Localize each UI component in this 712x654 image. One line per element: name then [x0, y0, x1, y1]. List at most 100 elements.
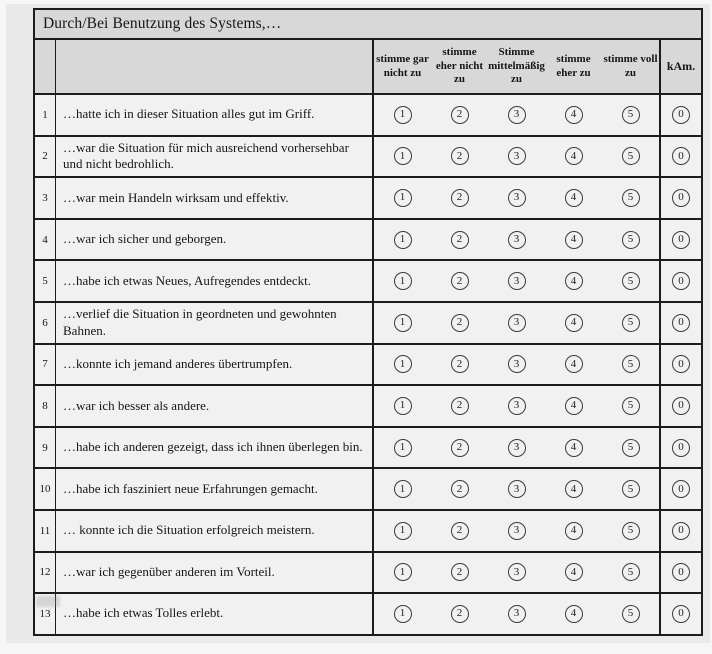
rating-option-5[interactable]: 5: [602, 386, 659, 426]
rating-option-4[interactable]: 4: [545, 261, 602, 301]
rating-circle[interactable]: 5: [621, 313, 640, 332]
rating-option-3[interactable]: 3: [488, 178, 545, 218]
rating-circle[interactable]: 3: [507, 230, 526, 249]
rating-option-3[interactable]: 3: [488, 594, 545, 634]
kam-circle[interactable]: 0: [672, 355, 690, 374]
rating-circle[interactable]: 3: [507, 188, 526, 207]
kam-circle[interactable]: 0: [672, 563, 690, 582]
rating-circle[interactable]: 2: [450, 563, 469, 582]
rating-option-1[interactable]: 1: [374, 137, 431, 177]
kam-circle[interactable]: 0: [672, 272, 690, 291]
rating-option-2[interactable]: 2: [431, 178, 488, 218]
rating-circle[interactable]: 4: [564, 438, 583, 457]
rating-option-4[interactable]: 4: [545, 469, 602, 509]
rating-circle[interactable]: 2: [450, 147, 469, 166]
rating-circle[interactable]: 2: [450, 355, 469, 374]
rating-option-5[interactable]: 5: [602, 428, 659, 468]
rating-circle[interactable]: 4: [564, 521, 583, 540]
rating-circle[interactable]: 3: [507, 438, 526, 457]
kam-circle[interactable]: 0: [672, 105, 690, 124]
rating-option-4[interactable]: 4: [545, 178, 602, 218]
rating-option-5[interactable]: 5: [602, 594, 659, 634]
rating-option-5[interactable]: 5: [602, 220, 659, 260]
rating-circle[interactable]: 5: [621, 438, 640, 457]
rating-circle[interactable]: 3: [507, 313, 526, 332]
rating-circle[interactable]: 3: [507, 521, 526, 540]
kam-circle[interactable]: 0: [672, 188, 690, 207]
rating-option-3[interactable]: 3: [488, 469, 545, 509]
kam-circle[interactable]: 0: [672, 604, 690, 623]
rating-option-5[interactable]: 5: [602, 511, 659, 551]
rating-option-3[interactable]: 3: [488, 345, 545, 385]
rating-option-1[interactable]: 1: [374, 220, 431, 260]
rating-option-4[interactable]: 4: [545, 428, 602, 468]
rating-option-1[interactable]: 1: [374, 594, 431, 634]
kam-option[interactable]: 0: [659, 510, 701, 551]
rating-option-2[interactable]: 2: [431, 137, 488, 177]
kam-circle[interactable]: 0: [672, 480, 690, 499]
rating-option-3[interactable]: 3: [488, 428, 545, 468]
rating-option-3[interactable]: 3: [488, 261, 545, 301]
rating-option-5[interactable]: 5: [602, 345, 659, 385]
rating-circle[interactable]: 5: [621, 355, 640, 374]
kam-option[interactable]: 0: [659, 469, 701, 509]
rating-circle[interactable]: 1: [393, 604, 412, 623]
rating-option-3[interactable]: 3: [488, 553, 545, 593]
rating-circle[interactable]: 1: [393, 188, 412, 207]
rating-option-4[interactable]: 4: [545, 137, 602, 177]
kam-circle[interactable]: 0: [672, 438, 690, 457]
rating-circle[interactable]: 4: [564, 313, 583, 332]
rating-option-5[interactable]: 5: [602, 553, 659, 593]
rating-option-3[interactable]: 3: [488, 137, 545, 177]
rating-circle[interactable]: 3: [507, 480, 526, 499]
rating-circle[interactable]: 5: [621, 105, 640, 124]
rating-circle[interactable]: 5: [621, 230, 640, 249]
rating-circle[interactable]: 1: [393, 105, 412, 124]
rating-option-1[interactable]: 1: [374, 553, 431, 593]
rating-option-2[interactable]: 2: [431, 261, 488, 301]
rating-circle[interactable]: 1: [393, 396, 412, 415]
rating-circle[interactable]: 3: [507, 147, 526, 166]
rating-circle[interactable]: 1: [393, 230, 412, 249]
rating-circle[interactable]: 3: [507, 396, 526, 415]
rating-circle[interactable]: 5: [621, 480, 640, 499]
rating-option-2[interactable]: 2: [431, 386, 488, 426]
rating-option-3[interactable]: 3: [488, 95, 545, 135]
rating-circle[interactable]: 2: [450, 438, 469, 457]
rating-option-2[interactable]: 2: [431, 303, 488, 343]
rating-option-2[interactable]: 2: [431, 511, 488, 551]
rating-circle[interactable]: 4: [564, 230, 583, 249]
rating-option-1[interactable]: 1: [374, 303, 431, 343]
kam-option[interactable]: 0: [659, 427, 701, 468]
rating-circle[interactable]: 5: [621, 396, 640, 415]
kam-option[interactable]: 0: [659, 136, 701, 177]
kam-option[interactable]: 0: [659, 178, 701, 218]
kam-circle[interactable]: 0: [672, 230, 690, 249]
kam-option[interactable]: 0: [659, 219, 701, 260]
rating-option-4[interactable]: 4: [545, 345, 602, 385]
rating-circle[interactable]: 1: [393, 147, 412, 166]
rating-option-1[interactable]: 1: [374, 95, 431, 135]
rating-option-5[interactable]: 5: [602, 261, 659, 301]
rating-option-4[interactable]: 4: [545, 220, 602, 260]
rating-circle[interactable]: 1: [393, 313, 412, 332]
rating-circle[interactable]: 4: [564, 480, 583, 499]
rating-circle[interactable]: 4: [564, 604, 583, 623]
rating-circle[interactable]: 3: [507, 355, 526, 374]
rating-option-3[interactable]: 3: [488, 511, 545, 551]
rating-option-5[interactable]: 5: [602, 137, 659, 177]
rating-option-2[interactable]: 2: [431, 594, 488, 634]
rating-option-2[interactable]: 2: [431, 220, 488, 260]
rating-circle[interactable]: 1: [393, 480, 412, 499]
rating-circle[interactable]: 2: [450, 480, 469, 499]
rating-circle[interactable]: 4: [564, 188, 583, 207]
rating-circle[interactable]: 5: [621, 604, 640, 623]
rating-circle[interactable]: 3: [507, 272, 526, 291]
rating-option-4[interactable]: 4: [545, 386, 602, 426]
rating-circle[interactable]: 2: [450, 272, 469, 291]
kam-option[interactable]: 0: [659, 552, 701, 593]
kam-option[interactable]: 0: [659, 344, 701, 385]
kam-option[interactable]: 0: [659, 95, 701, 135]
kam-circle[interactable]: 0: [672, 313, 690, 332]
rating-circle[interactable]: 5: [621, 521, 640, 540]
